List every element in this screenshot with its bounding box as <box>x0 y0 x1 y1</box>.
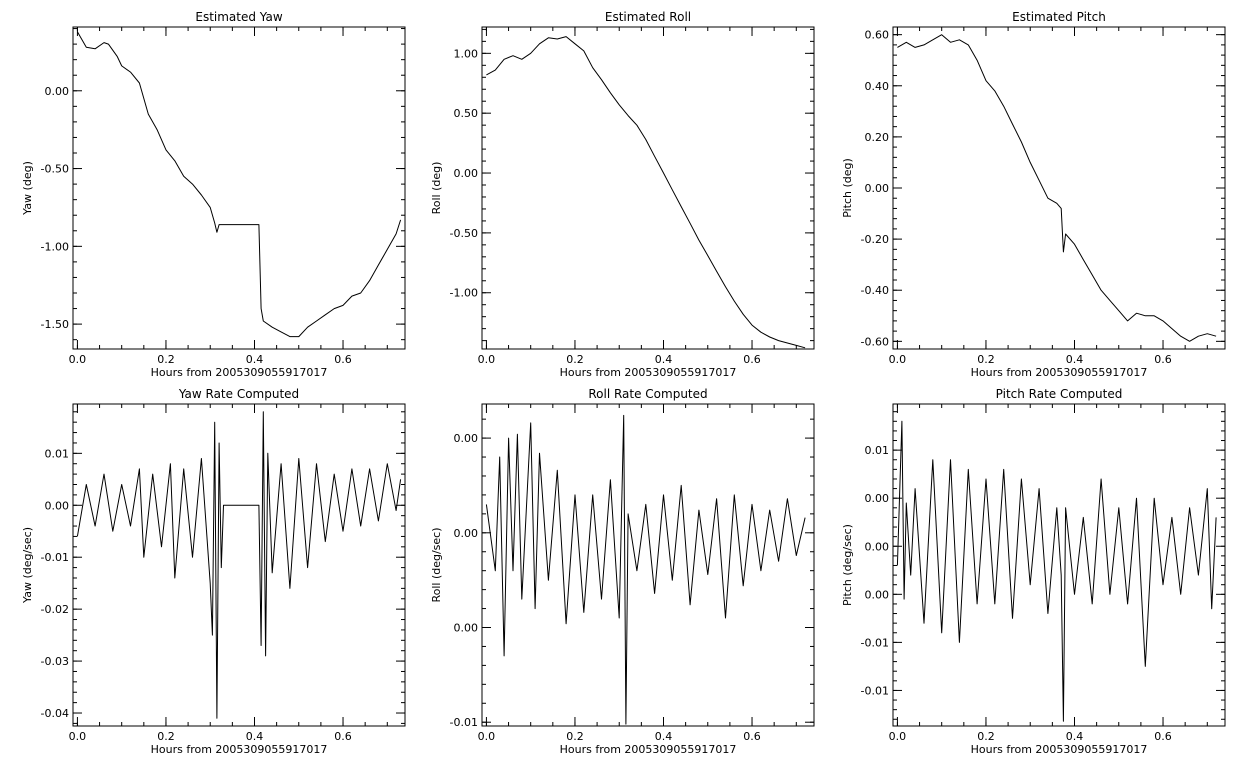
pitch_rate-minor-ticks <box>893 404 1225 726</box>
pitch-y-tick-label: -0.40 <box>861 284 889 297</box>
roll_rate-x-tick-label: 0.4 <box>655 730 673 743</box>
yaw_rate-y-tick-label: 0.01 <box>45 447 70 460</box>
yaw-x-tick-label: 0.6 <box>334 353 352 366</box>
pitch_rate-y-tick-label: 0.00 <box>865 492 890 505</box>
pitch-series-line <box>897 34 1217 342</box>
roll-panel: 0.0 0.2 0.4 0.6 1.00 0.50 0.00 -0.50 -1.00 Estima… <box>430 10 815 379</box>
yaw_rate-x-tick-label: 0.6 <box>334 730 352 743</box>
yaw-y-tick-label: 0.00 <box>45 85 70 98</box>
pitch_rate-y-axis-label: Pitch (deg/sec) <box>841 524 854 606</box>
yaw_rate-panel: 0.0 0.2 0.4 0.6 0.01 0.00 -0.01 -0.02 -0.03 -0.04… <box>21 387 406 756</box>
yaw_rate-y-tick-label: 0.00 <box>45 499 70 512</box>
pitch-y-tick-label: 0.60 <box>865 29 890 42</box>
pitch-plot-frame <box>892 26 1226 350</box>
roll_rate-panel: 0.0 0.2 0.4 0.6 0.00 0.00 0.00 -0.01 Roll Rate C… <box>430 387 815 756</box>
yaw_rate-series-line <box>76 411 402 719</box>
pitch-y-tick-label: -0.60 <box>861 335 889 348</box>
pitch_rate-series-line <box>896 420 1217 722</box>
yaw-plot-frame <box>72 26 406 350</box>
roll-x-tick-label: 0.6 <box>743 353 761 366</box>
pitch-x-tick-label: 0.0 <box>889 353 907 366</box>
pitch_rate-y-tick-label: 0.00 <box>865 588 890 601</box>
roll-title: Estimated Roll <box>605 10 691 24</box>
roll_rate-plot-frame <box>481 403 815 727</box>
pitch_rate-y-tick-label: -0.01 <box>861 636 889 649</box>
roll_rate-title: Roll Rate Computed <box>588 387 707 401</box>
yaw_rate-y-tick-label: -0.04 <box>41 707 69 720</box>
yaw-series-line <box>76 31 402 338</box>
roll-minor-ticks <box>482 27 814 349</box>
roll-series-line <box>486 36 806 349</box>
roll-x-axis-label: Hours from 2005309055917017 <box>560 366 737 379</box>
yaw_rate-x-tick-label: 0.2 <box>157 730 175 743</box>
roll_rate-x-axis-label: Hours from 2005309055917017 <box>560 743 737 756</box>
roll-y-tick-label: -0.50 <box>450 227 478 240</box>
pitch_rate-y-tick-label: -0.01 <box>861 684 889 697</box>
pitch_rate-panel: 0.0 0.2 0.4 0.6 0.01 0.00 0.00 0.00 -0.01 -0.01 Pi… <box>841 387 1226 756</box>
pitch_rate-x-tick-label: 0.4 <box>1066 730 1084 743</box>
yaw_rate-title: Yaw Rate Computed <box>178 387 299 401</box>
pitch-title: Estimated Pitch <box>1012 10 1106 24</box>
pitch-y-tick-label: 0.00 <box>865 182 890 195</box>
roll_rate-y-tick-label: -0.01 <box>450 716 478 729</box>
pitch_rate-plot-frame <box>892 403 1226 727</box>
pitch-x-tick-label: 0.4 <box>1066 353 1084 366</box>
pitch_rate-x-tick-label: 0.0 <box>889 730 907 743</box>
yaw-y-axis-label: Yaw (deg) <box>21 161 34 216</box>
yaw-y-tick-label: -0.50 <box>41 163 69 176</box>
yaw_rate-y-tick-label: -0.02 <box>41 603 69 616</box>
roll_rate-y-tick-label: 0.00 <box>454 622 479 635</box>
yaw_rate-y-axis-label: Yaw (deg/sec) <box>21 527 34 604</box>
roll-y-tick-label: -1.00 <box>450 287 478 300</box>
roll_rate-x-tick-label: 0.0 <box>478 730 496 743</box>
yaw_rate-x-tick-label: 0.0 <box>69 730 87 743</box>
roll_rate-y-tick-label: 0.00 <box>454 527 479 540</box>
yaw_rate-y-tick-label: -0.03 <box>41 655 69 668</box>
pitch_rate-x-tick-label: 0.2 <box>977 730 995 743</box>
pitch-x-axis-label: Hours from 2005309055917017 <box>971 366 1148 379</box>
yaw_rate-x-axis-label: Hours from 2005309055917017 <box>151 743 328 756</box>
pitch_rate-x-tick-label: 0.6 <box>1154 730 1172 743</box>
yaw-x-axis-label: Hours from 2005309055917017 <box>151 366 328 379</box>
pitch_rate-y-tick-label: 0.00 <box>865 540 890 553</box>
pitch-minor-ticks <box>893 27 1225 349</box>
yaw-panel: 0.0 0.2 0.4 0.6 0.00 -0.50 -1.00 -1.50 Estimated… <box>21 10 406 379</box>
yaw-y-tick-label: -1.50 <box>41 318 69 331</box>
roll-y-tick-label: 1.00 <box>454 47 479 60</box>
pitch_rate-title: Pitch Rate Computed <box>996 387 1123 401</box>
roll_rate-x-tick-label: 0.2 <box>566 730 584 743</box>
pitch-panel: 0.0 0.2 0.4 0.6 0.60 0.40 0.20 0.00 -0.20 -0.40 -0… <box>841 10 1226 379</box>
pitch-y-tick-label: 0.40 <box>865 80 890 93</box>
roll-x-tick-label: 0.4 <box>655 353 673 366</box>
roll-y-tick-label: 0.00 <box>454 167 479 180</box>
pitch_rate-x-axis-label: Hours from 2005309055917017 <box>971 743 1148 756</box>
roll_rate-y-tick-label: 0.00 <box>454 432 479 445</box>
roll-x-tick-label: 0.0 <box>478 353 496 366</box>
yaw-minor-ticks <box>73 27 405 349</box>
pitch-x-tick-label: 0.6 <box>1154 353 1172 366</box>
roll-x-tick-label: 0.2 <box>566 353 584 366</box>
pitch-x-tick-label: 0.2 <box>977 353 995 366</box>
roll_rate-x-tick-label: 0.6 <box>743 730 761 743</box>
yaw-x-tick-label: 0.2 <box>157 353 175 366</box>
roll-y-tick-label: 0.50 <box>454 107 479 120</box>
roll_rate-y-axis-label: Roll (deg/sec) <box>430 527 443 602</box>
yaw_rate-plot-frame <box>72 403 406 727</box>
yaw_rate-x-tick-label: 0.4 <box>246 730 264 743</box>
yaw_rate-minor-ticks <box>73 404 405 726</box>
roll-plot-frame <box>481 26 815 350</box>
pitch-y-tick-label: -0.20 <box>861 233 889 246</box>
yaw-x-tick-label: 0.4 <box>246 353 264 366</box>
yaw-x-tick-label: 0.0 <box>69 353 87 366</box>
roll-y-axis-label: Roll (deg) <box>430 162 443 215</box>
yaw-y-tick-label: -1.00 <box>41 240 69 253</box>
yaw_rate-y-tick-label: -0.01 <box>41 551 69 564</box>
pitch_rate-y-tick-label: 0.01 <box>865 444 890 457</box>
pitch-y-axis-label: Pitch (deg) <box>841 158 854 218</box>
pitch-y-tick-label: 0.20 <box>865 131 890 144</box>
roll_rate-series-line <box>485 414 806 725</box>
yaw-title: Estimated Yaw <box>195 10 282 24</box>
